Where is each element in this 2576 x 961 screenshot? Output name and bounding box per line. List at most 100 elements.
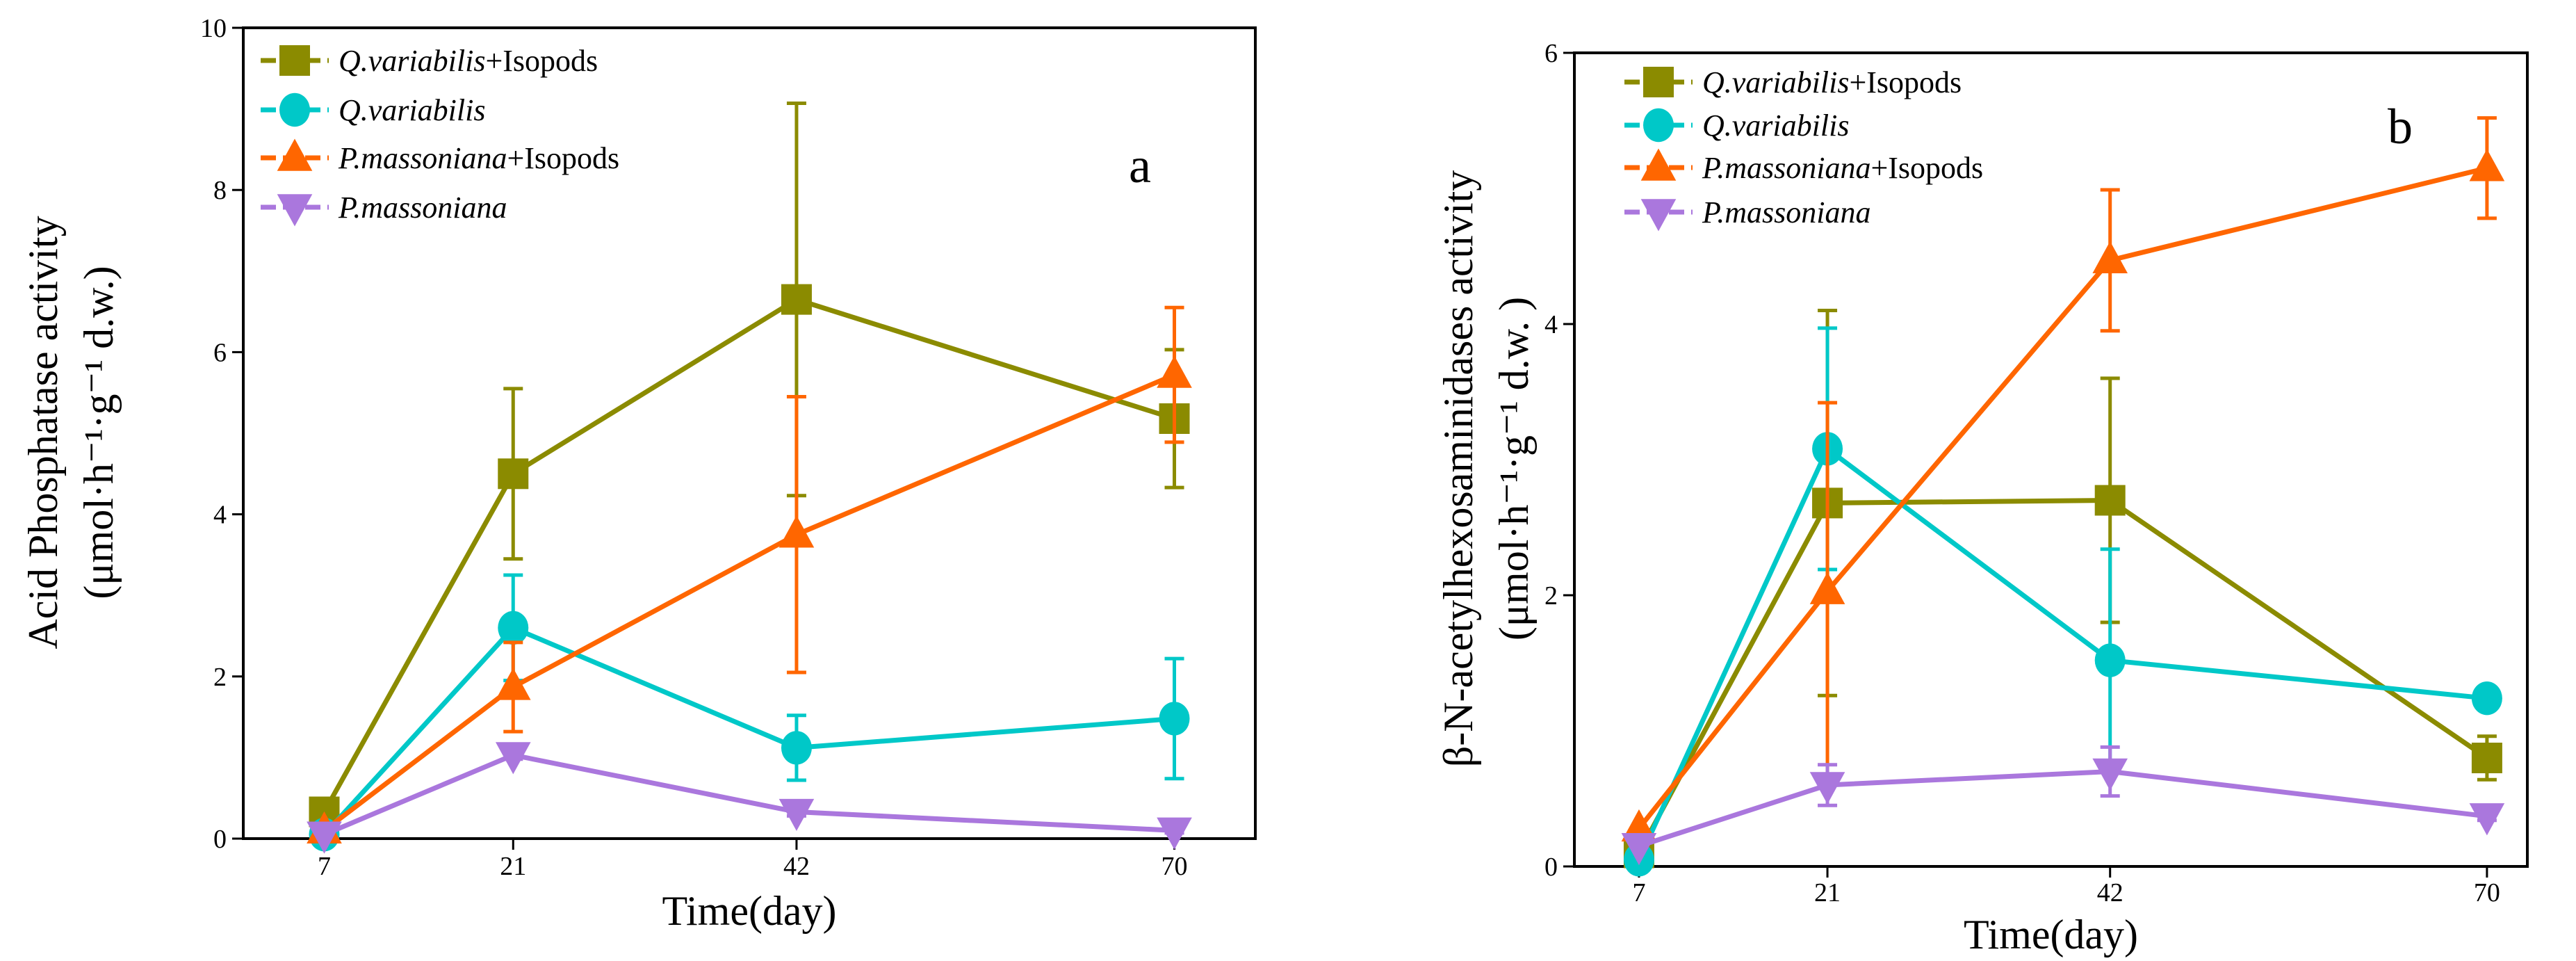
x-tick-label: 7 xyxy=(318,852,331,881)
series-pm xyxy=(307,742,1192,854)
series-qv xyxy=(309,573,1190,852)
series-line xyxy=(1636,497,2488,855)
data-point xyxy=(778,515,815,548)
legend-marker xyxy=(277,194,313,227)
data-point xyxy=(2471,681,2502,716)
series-qvi xyxy=(1623,309,2502,869)
legend-item: P.massoniana xyxy=(1624,195,1870,232)
data-point xyxy=(2094,643,2126,677)
legend-species: Q.variabilis xyxy=(1702,108,1849,143)
y-tick-label: 4 xyxy=(213,501,227,530)
data-point xyxy=(781,284,812,315)
legend-species: P.massoniana xyxy=(338,191,507,225)
y-tick-label: 2 xyxy=(1544,581,1558,611)
legend-suffix: +Isopods xyxy=(507,141,619,175)
plot-frame xyxy=(1573,51,2529,868)
y-tick-label: 8 xyxy=(213,176,227,205)
legend-label: Q.variabilis xyxy=(1702,108,1849,143)
legend-suffix: +Isopods xyxy=(1870,151,1983,185)
y-tick-label: 0 xyxy=(213,825,227,854)
y-tick-label: 6 xyxy=(1544,39,1558,68)
y-tick-label: 2 xyxy=(213,663,227,692)
x-tick-label: 42 xyxy=(783,852,810,881)
legend-item: Q.variabilis+Isopods xyxy=(1624,65,1962,99)
x-tick-label: 70 xyxy=(2474,878,2500,907)
series-pmi xyxy=(1621,116,2505,842)
legend-suffix: +Isopods xyxy=(485,44,598,78)
data-point xyxy=(778,798,815,832)
data-point xyxy=(495,668,531,700)
x-axis-label: Time(day) xyxy=(1964,912,2138,958)
legend-label: Q.variabilis xyxy=(339,93,485,127)
data-point xyxy=(2471,743,2502,773)
legend-item: Q.variabilis xyxy=(261,92,485,127)
x-tick-label: 21 xyxy=(500,852,526,881)
series-line xyxy=(1636,445,2488,861)
data-point xyxy=(1157,355,1192,388)
legend-species: Q.variabilis xyxy=(339,44,485,78)
x-axis-label: Time(day) xyxy=(662,888,836,934)
data-point xyxy=(495,742,531,775)
legend-marker xyxy=(1643,67,1674,97)
series-line xyxy=(323,372,1175,833)
legend-marker xyxy=(1640,199,1677,232)
legend-item: P.massoniana+Isopods xyxy=(261,138,619,175)
legend-species: P.massoniana xyxy=(338,141,507,175)
y-axis-label: Acid Phosphatase activity xyxy=(20,216,66,649)
y-tick-label: 6 xyxy=(213,338,227,367)
plot-frame xyxy=(242,26,1257,840)
y-axis-label: β-N-acetylhexosaminidases activity xyxy=(1435,170,1481,768)
y-tick-label: 10 xyxy=(200,14,227,43)
series-qv xyxy=(1623,326,2502,877)
data-point xyxy=(2469,803,2505,836)
y-tick-label: 4 xyxy=(1544,310,1558,339)
x-tick-label: 21 xyxy=(1814,878,1841,907)
data-point xyxy=(498,611,529,645)
series-pmi xyxy=(307,305,1192,844)
series-line xyxy=(323,752,1175,837)
series-line xyxy=(1638,768,2488,849)
legend-species: Q.variabilis xyxy=(1702,65,1849,99)
legend-label: P.massoniana xyxy=(338,191,507,225)
panel-label: a xyxy=(1129,138,1151,193)
legend-species: Q.variabilis xyxy=(339,93,485,127)
x-tick-label: 7 xyxy=(1632,878,1645,907)
legend-label: Q.variabilis+Isopods xyxy=(1702,65,1962,99)
legend-label: P.massoniana+Isopods xyxy=(1702,151,1983,185)
x-tick-label: 70 xyxy=(1161,852,1188,881)
data-point xyxy=(307,821,342,854)
legend-label: P.massoniana xyxy=(1702,195,1870,229)
data-point xyxy=(1809,572,1845,604)
legend-marker xyxy=(1643,108,1674,143)
legend-label: Q.variabilis+Isopods xyxy=(339,44,598,78)
data-point xyxy=(1809,772,1845,805)
data-point xyxy=(498,458,529,490)
data-point xyxy=(1621,833,1657,866)
legend-marker xyxy=(279,45,310,76)
data-point xyxy=(2469,149,2505,181)
series-line xyxy=(1637,165,2488,830)
data-point xyxy=(1157,817,1192,850)
y-tick-label: 0 xyxy=(1544,853,1558,882)
x-tick-label: 42 xyxy=(2097,878,2123,907)
data-point xyxy=(1159,702,1190,736)
series-pm xyxy=(1621,745,2505,866)
legend-species: P.massoniana xyxy=(1702,151,1870,185)
y-axis-units: (μmol·h⁻¹·g⁻¹ d.w. ) xyxy=(1491,297,1537,640)
y-axis-units: (μmol·h⁻¹·g⁻¹ d.w.) xyxy=(76,266,122,599)
data-point xyxy=(2094,485,2126,516)
series-line xyxy=(322,296,1175,814)
data-point xyxy=(2092,758,2128,791)
data-point xyxy=(2092,241,2128,274)
panel-label: b xyxy=(2388,99,2413,154)
legend-species: P.massoniana xyxy=(1702,195,1870,229)
legend-item: Q.variabilis+Isopods xyxy=(261,44,598,78)
legend-suffix: +Isopods xyxy=(1849,65,1962,99)
legend-label: P.massoniana+Isopods xyxy=(338,141,619,175)
legend-marker xyxy=(279,92,310,127)
legend-item: P.massoniana+Isopods xyxy=(1624,148,1983,185)
legend-item: P.massoniana xyxy=(261,191,507,227)
panel-a: 0 2 4 6 8 10 7 21 42 70 Time(day) Acid Phosphatase … xyxy=(20,14,1257,934)
legend-marker xyxy=(1640,148,1677,181)
